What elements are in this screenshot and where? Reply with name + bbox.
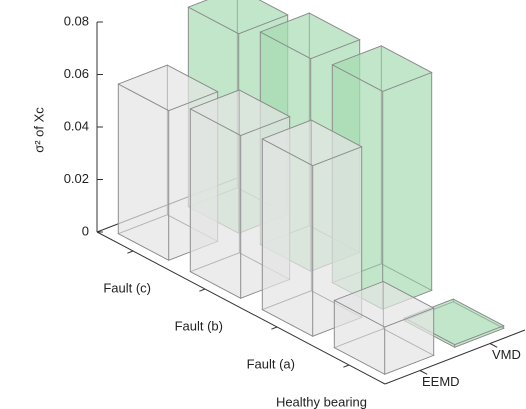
x-tick	[127, 250, 134, 254]
series-tick	[419, 370, 428, 375]
z-tick-label: 0.02	[64, 171, 89, 186]
bar	[333, 280, 435, 375]
axis-line	[384, 329, 526, 385]
bar	[117, 64, 219, 261]
bar-face	[187, 0, 289, 35]
x-tick	[271, 326, 278, 330]
legend-label: VMD	[492, 347, 521, 362]
z-tick-label: 0.04	[64, 118, 89, 133]
x-tick-label: Fault (c)	[103, 280, 151, 295]
z-tick-label: 0.06	[64, 66, 89, 81]
bar-face	[261, 119, 363, 167]
bar-face	[382, 71, 433, 310]
bar-face	[261, 138, 314, 337]
z-axis-label: σ² of Xc	[31, 107, 46, 153]
x-tick	[199, 288, 206, 292]
x-tick-label: Fault (a)	[247, 356, 295, 371]
bar	[261, 119, 363, 337]
bar-face	[331, 45, 433, 92]
x-tick	[343, 364, 350, 368]
bar-face	[333, 281, 435, 328]
z-tick-label: 0	[82, 223, 89, 238]
bar-face	[189, 108, 242, 299]
bar-face	[117, 83, 170, 261]
z-tick-label: 0.08	[64, 13, 89, 28]
bar	[187, 0, 289, 234]
bar-face	[117, 64, 219, 112]
bar	[189, 89, 291, 299]
bar-face	[189, 89, 291, 136]
bar-face	[403, 298, 505, 346]
axis-line	[96, 231, 386, 385]
bar-face	[259, 12, 361, 60]
series-tick	[489, 343, 498, 348]
legend-label: EEMD	[422, 374, 460, 389]
bar	[403, 298, 505, 348]
bar	[331, 45, 433, 310]
x-tick-label: Fault (b)	[175, 318, 223, 333]
x-tick-label: Healthy bearing	[276, 394, 367, 409]
